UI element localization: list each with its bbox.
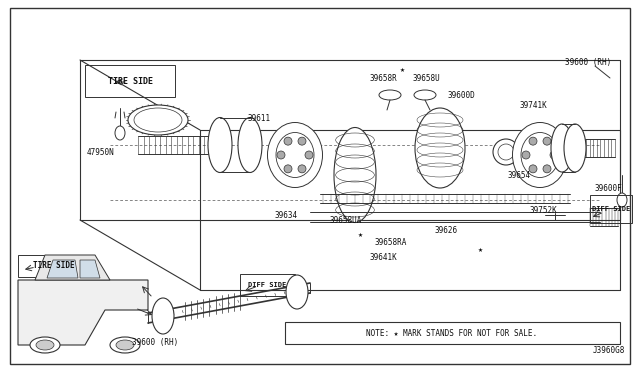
Text: TIRE SIDE: TIRE SIDE [108, 77, 152, 86]
Ellipse shape [268, 122, 323, 187]
Ellipse shape [498, 144, 514, 160]
Text: 39658RA: 39658RA [375, 237, 408, 247]
Text: DIFF SIDE: DIFF SIDE [592, 206, 630, 212]
Ellipse shape [208, 118, 232, 173]
Ellipse shape [116, 340, 134, 350]
Ellipse shape [286, 275, 308, 309]
Text: 39600 (RH): 39600 (RH) [132, 337, 178, 346]
Text: DIFF SIDE: DIFF SIDE [248, 282, 286, 288]
Ellipse shape [415, 108, 465, 188]
Polygon shape [47, 260, 78, 278]
Bar [85, 65, 175, 97]
Ellipse shape [551, 124, 573, 172]
Bar [240, 274, 295, 296]
Ellipse shape [529, 137, 537, 145]
Bar [285, 322, 620, 344]
Text: TIRE SIDE: TIRE SIDE [33, 262, 75, 270]
Ellipse shape [414, 90, 436, 100]
Ellipse shape [115, 126, 125, 140]
Bar [590, 195, 632, 223]
Ellipse shape [110, 337, 140, 353]
Ellipse shape [522, 151, 530, 159]
Text: 39741K: 39741K [520, 100, 548, 109]
Text: 39634: 39634 [275, 211, 298, 219]
Ellipse shape [521, 132, 559, 177]
Ellipse shape [513, 122, 568, 187]
Ellipse shape [379, 90, 401, 100]
Ellipse shape [277, 151, 285, 159]
Polygon shape [80, 260, 100, 278]
Text: 39600D: 39600D [448, 90, 476, 99]
Ellipse shape [128, 105, 188, 135]
Text: J3960G8: J3960G8 [593, 346, 625, 355]
Ellipse shape [298, 165, 306, 173]
Ellipse shape [284, 137, 292, 145]
Ellipse shape [529, 165, 537, 173]
Text: ★: ★ [400, 65, 405, 74]
Ellipse shape [238, 118, 262, 173]
Text: 39600 (RH): 39600 (RH) [565, 58, 611, 67]
Ellipse shape [550, 151, 558, 159]
Ellipse shape [284, 165, 292, 173]
Text: 39658UA: 39658UA [330, 215, 362, 224]
Text: ★: ★ [358, 231, 362, 240]
Ellipse shape [298, 137, 306, 145]
Ellipse shape [334, 128, 376, 222]
Text: 39611: 39611 [248, 113, 271, 122]
Bar [18, 255, 90, 277]
Text: ★: ★ [477, 246, 483, 254]
Text: 39752K: 39752K [530, 205, 557, 215]
Ellipse shape [617, 193, 627, 207]
Ellipse shape [543, 165, 551, 173]
Polygon shape [35, 255, 110, 280]
Ellipse shape [543, 137, 551, 145]
Ellipse shape [36, 340, 54, 350]
Text: 39600F: 39600F [595, 183, 623, 192]
Text: NOTE: ★ MARK STANDS FOR NOT FOR SALE.: NOTE: ★ MARK STANDS FOR NOT FOR SALE. [367, 328, 538, 337]
Ellipse shape [493, 139, 519, 165]
Ellipse shape [152, 298, 174, 334]
Text: 39626: 39626 [435, 225, 458, 234]
Text: 39658R: 39658R [370, 74, 397, 83]
Ellipse shape [564, 124, 586, 172]
Ellipse shape [30, 337, 60, 353]
Ellipse shape [276, 132, 314, 177]
Text: 39641K: 39641K [370, 253, 397, 263]
Text: 39654: 39654 [508, 170, 531, 180]
Ellipse shape [134, 108, 182, 132]
Polygon shape [18, 280, 148, 345]
Ellipse shape [305, 151, 313, 159]
Text: 39658U: 39658U [413, 74, 441, 83]
Text: 47950N: 47950N [86, 148, 114, 157]
